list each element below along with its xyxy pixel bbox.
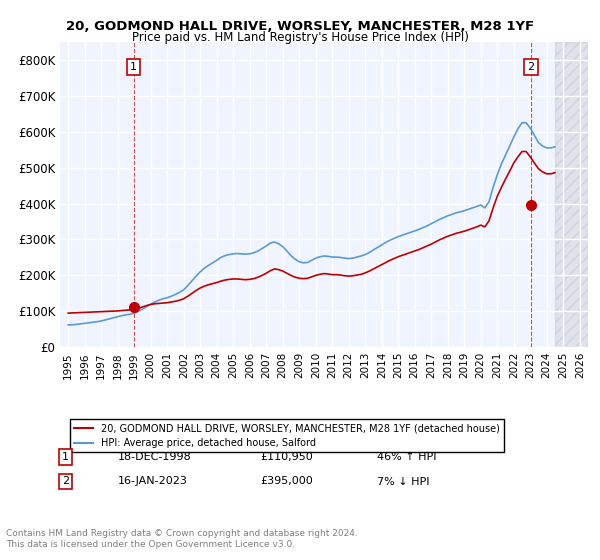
Text: Price paid vs. HM Land Registry's House Price Index (HPI): Price paid vs. HM Land Registry's House … xyxy=(131,31,469,44)
Text: 46% ↑ HPI: 46% ↑ HPI xyxy=(377,452,436,462)
Text: 18-DEC-1998: 18-DEC-1998 xyxy=(118,452,192,462)
Text: 20, GODMOND HALL DRIVE, WORSLEY, MANCHESTER, M28 1YF: 20, GODMOND HALL DRIVE, WORSLEY, MANCHES… xyxy=(66,20,534,32)
Legend: 20, GODMOND HALL DRIVE, WORSLEY, MANCHESTER, M28 1YF (detached house), HPI: Aver: 20, GODMOND HALL DRIVE, WORSLEY, MANCHES… xyxy=(70,419,504,452)
Text: Contains HM Land Registry data © Crown copyright and database right 2024.
This d: Contains HM Land Registry data © Crown c… xyxy=(6,529,358,549)
Text: 2: 2 xyxy=(62,477,69,487)
Text: 1: 1 xyxy=(62,452,69,462)
Text: 1: 1 xyxy=(130,62,137,72)
Text: 7% ↓ HPI: 7% ↓ HPI xyxy=(377,477,430,487)
Text: 16-JAN-2023: 16-JAN-2023 xyxy=(118,477,188,487)
Text: £110,950: £110,950 xyxy=(260,452,313,462)
Text: 2: 2 xyxy=(527,62,535,72)
Text: £395,000: £395,000 xyxy=(260,477,313,487)
